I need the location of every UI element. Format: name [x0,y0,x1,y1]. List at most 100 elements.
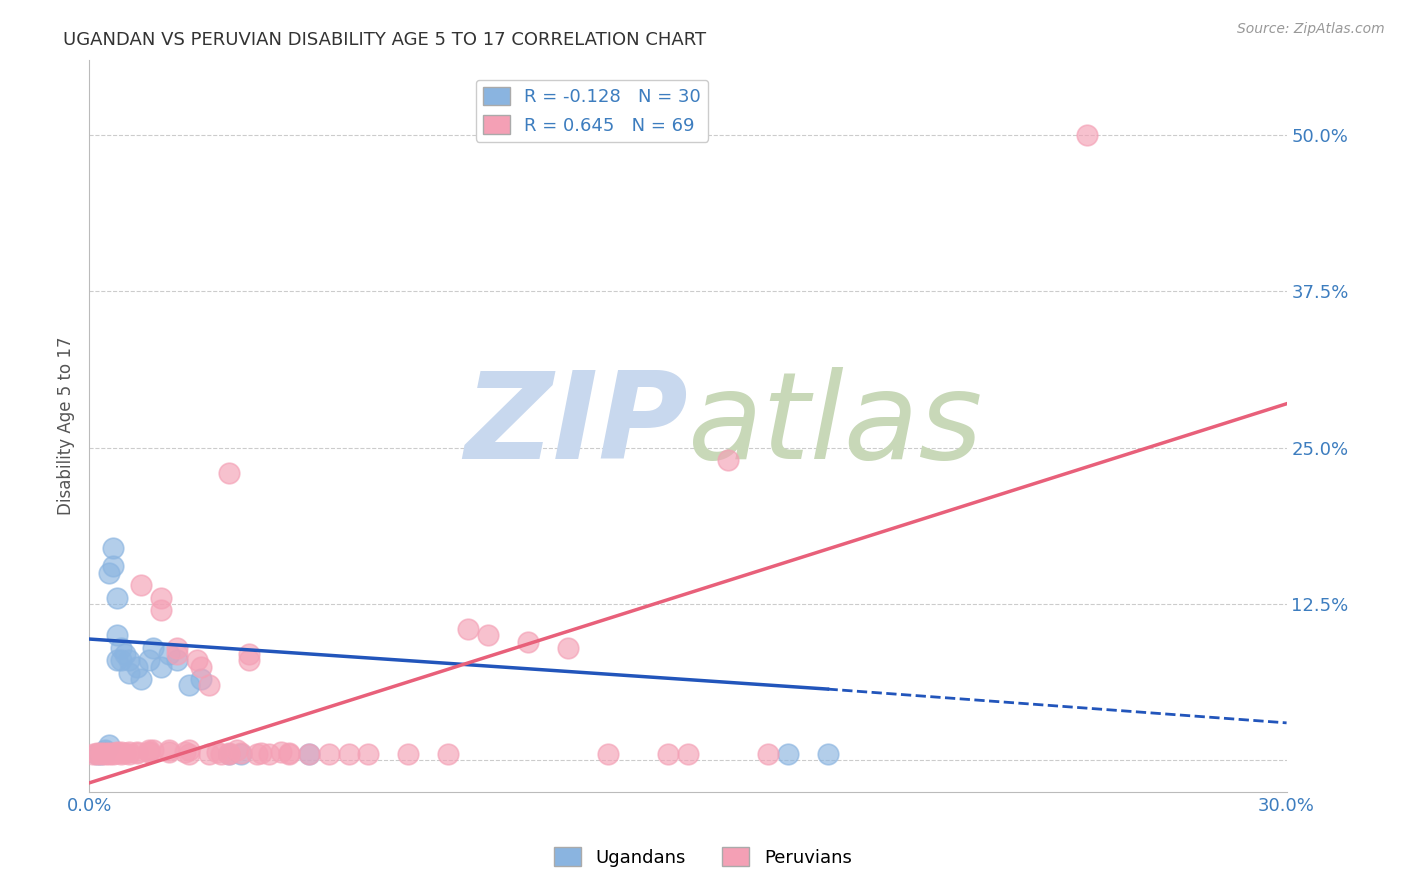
Point [173,745,195,759]
Point [98,566,121,580]
Point [110,747,132,761]
Point [138,743,160,757]
Point [297,747,319,761]
Point [297,747,319,761]
Text: atlas: atlas [688,368,983,484]
Point [90,746,112,760]
Point [166,647,188,661]
Point [149,659,172,673]
Point [149,603,172,617]
Point [190,659,212,673]
Point [101,747,124,761]
Point [118,653,141,667]
Point [177,747,200,761]
Point [90,747,112,761]
Point [238,647,260,661]
Point [557,640,579,655]
Point [246,747,269,761]
Point [198,747,221,761]
Point [86,746,108,760]
Text: ZIP: ZIP [464,368,688,484]
Point [105,745,128,759]
Point [517,634,540,648]
Point [596,747,619,761]
Point [105,746,128,760]
Point [157,745,180,759]
Point [229,746,252,760]
Point [190,672,212,686]
Point [118,747,141,761]
Point [110,640,132,655]
Point [776,747,799,761]
Point [82,747,104,761]
Point [129,578,152,592]
Point [756,747,779,761]
Point [125,745,148,759]
Point [457,622,479,636]
Point [86,747,108,761]
Point [209,747,232,761]
Point [98,746,121,760]
Point [94,746,117,760]
Point [118,665,141,680]
Point [177,743,200,757]
Point [257,747,280,761]
Point [218,466,240,480]
Point [101,541,124,555]
Point [138,745,160,759]
Point [105,591,128,605]
Point [318,747,340,761]
Point [157,743,180,757]
Point [118,745,141,759]
Text: UGANDAN VS PERUVIAN DISABILITY AGE 5 TO 17 CORRELATION CHART: UGANDAN VS PERUVIAN DISABILITY AGE 5 TO … [63,31,706,49]
Point [357,747,380,761]
Legend: R = -0.128   N = 30, R = 0.645   N = 69: R = -0.128 N = 30, R = 0.645 N = 69 [475,79,709,142]
Point [218,747,240,761]
Point [218,746,240,760]
Point [817,747,839,761]
Point [101,559,124,574]
Point [166,653,188,667]
Point [149,591,172,605]
Point [229,747,252,761]
Point [186,653,208,667]
Point [198,678,221,692]
Point [1076,128,1098,142]
Point [98,747,121,761]
Y-axis label: Disability Age 5 to 17: Disability Age 5 to 17 [58,336,75,515]
Point [125,659,148,673]
Point [110,745,132,759]
Point [177,678,200,692]
Point [225,743,247,757]
Point [477,628,499,642]
Point [114,746,136,760]
Point [142,743,165,757]
Point [205,745,228,759]
Point [94,743,117,757]
Legend: Ugandans, Peruvians: Ugandans, Peruvians [547,840,859,874]
Point [676,747,699,761]
Point [437,747,460,761]
Point [238,653,260,667]
Point [101,746,124,760]
Point [138,745,160,759]
Point [129,672,152,686]
Point [396,747,419,761]
Point [125,746,148,760]
Point [277,747,299,761]
Point [110,653,132,667]
Point [94,747,117,761]
Point [105,628,128,642]
Point [717,453,740,467]
Point [142,640,165,655]
Point [337,747,360,761]
Point [86,747,108,761]
Point [90,747,112,761]
Point [98,739,121,753]
Point [157,647,180,661]
Point [249,746,271,760]
Point [105,653,128,667]
Point [218,747,240,761]
Point [114,647,136,661]
Text: Source: ZipAtlas.com: Source: ZipAtlas.com [1237,22,1385,37]
